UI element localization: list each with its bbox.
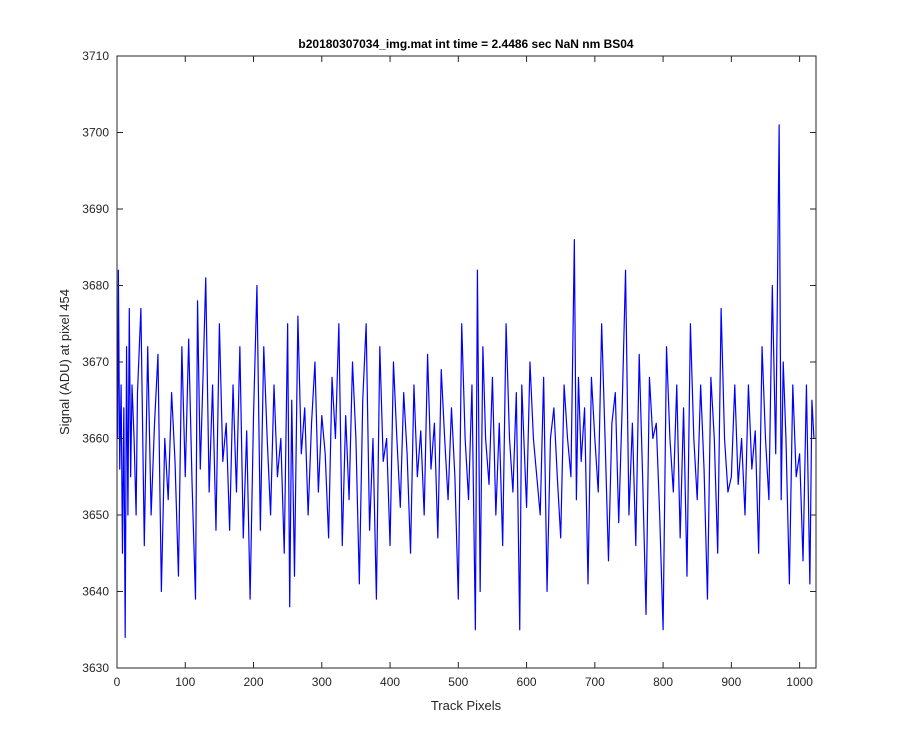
plot-frame (116, 55, 817, 669)
x-tick-label: 100 (175, 675, 195, 689)
y-tick-label: 3680 (82, 279, 109, 293)
x-axis-label: Track Pixels (431, 698, 502, 713)
y-tick-label: 3650 (82, 508, 109, 522)
y-tick-label: 3670 (82, 355, 109, 369)
x-tick-label: 500 (448, 675, 468, 689)
x-tick-label: 200 (244, 675, 264, 689)
y-tick-label: 3690 (82, 202, 109, 216)
y-axis-label: Signal (ADU) at pixel 454 (57, 289, 72, 435)
x-tick-label: 800 (653, 675, 673, 689)
series-line (117, 124, 815, 639)
y-tick-label: 3630 (82, 661, 109, 675)
x-tick-label: 300 (312, 675, 332, 689)
y-tick-label: 3660 (82, 432, 109, 446)
y-tick-label: 3710 (82, 49, 109, 63)
series-layer (117, 124, 815, 639)
x-tick-label: 0 (114, 675, 121, 689)
y-tick-label: 3700 (82, 126, 109, 140)
x-tick-label: 400 (380, 675, 400, 689)
y-tick-label: 3640 (82, 585, 109, 599)
x-tick-label: 900 (721, 675, 741, 689)
x-tick-label: 1000 (786, 675, 813, 689)
ticks-layer: 0 100 200 300 400 500 600 700 800 900 1000 3630 3640… (82, 49, 816, 689)
chart-title: b20180307034_img.mat int time = 2.4486 s… (298, 37, 634, 51)
x-tick-label: 600 (517, 675, 537, 689)
plot-area (117, 56, 816, 668)
x-tick-label: 700 (585, 675, 605, 689)
